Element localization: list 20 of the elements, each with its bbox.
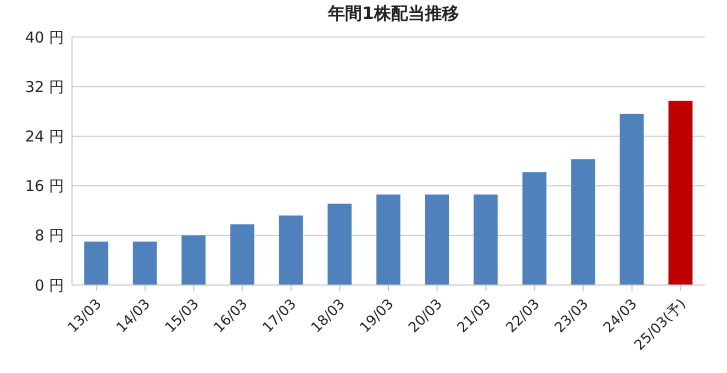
bar (522, 172, 546, 285)
bar (620, 114, 644, 285)
bar (376, 194, 400, 285)
bar (278, 216, 303, 285)
bar (425, 194, 450, 285)
bar (132, 242, 157, 285)
bar (84, 242, 108, 285)
y-tick-label: 16 円 (25, 177, 64, 196)
bar (668, 100, 692, 285)
bar (571, 159, 596, 285)
y-tick-label: 24 円 (25, 128, 64, 146)
bar (230, 224, 254, 285)
chart-title: 年間1株配当推移 (326, 3, 460, 26)
bar (182, 235, 206, 285)
y-tick-label: 40 円 (25, 28, 64, 46)
bar (328, 204, 352, 285)
y-tick-label: 0 円 (34, 276, 64, 294)
y-tick-label: 32 円 (25, 78, 64, 96)
y-tick-label: 8 円 (34, 226, 64, 245)
bar (474, 194, 498, 285)
